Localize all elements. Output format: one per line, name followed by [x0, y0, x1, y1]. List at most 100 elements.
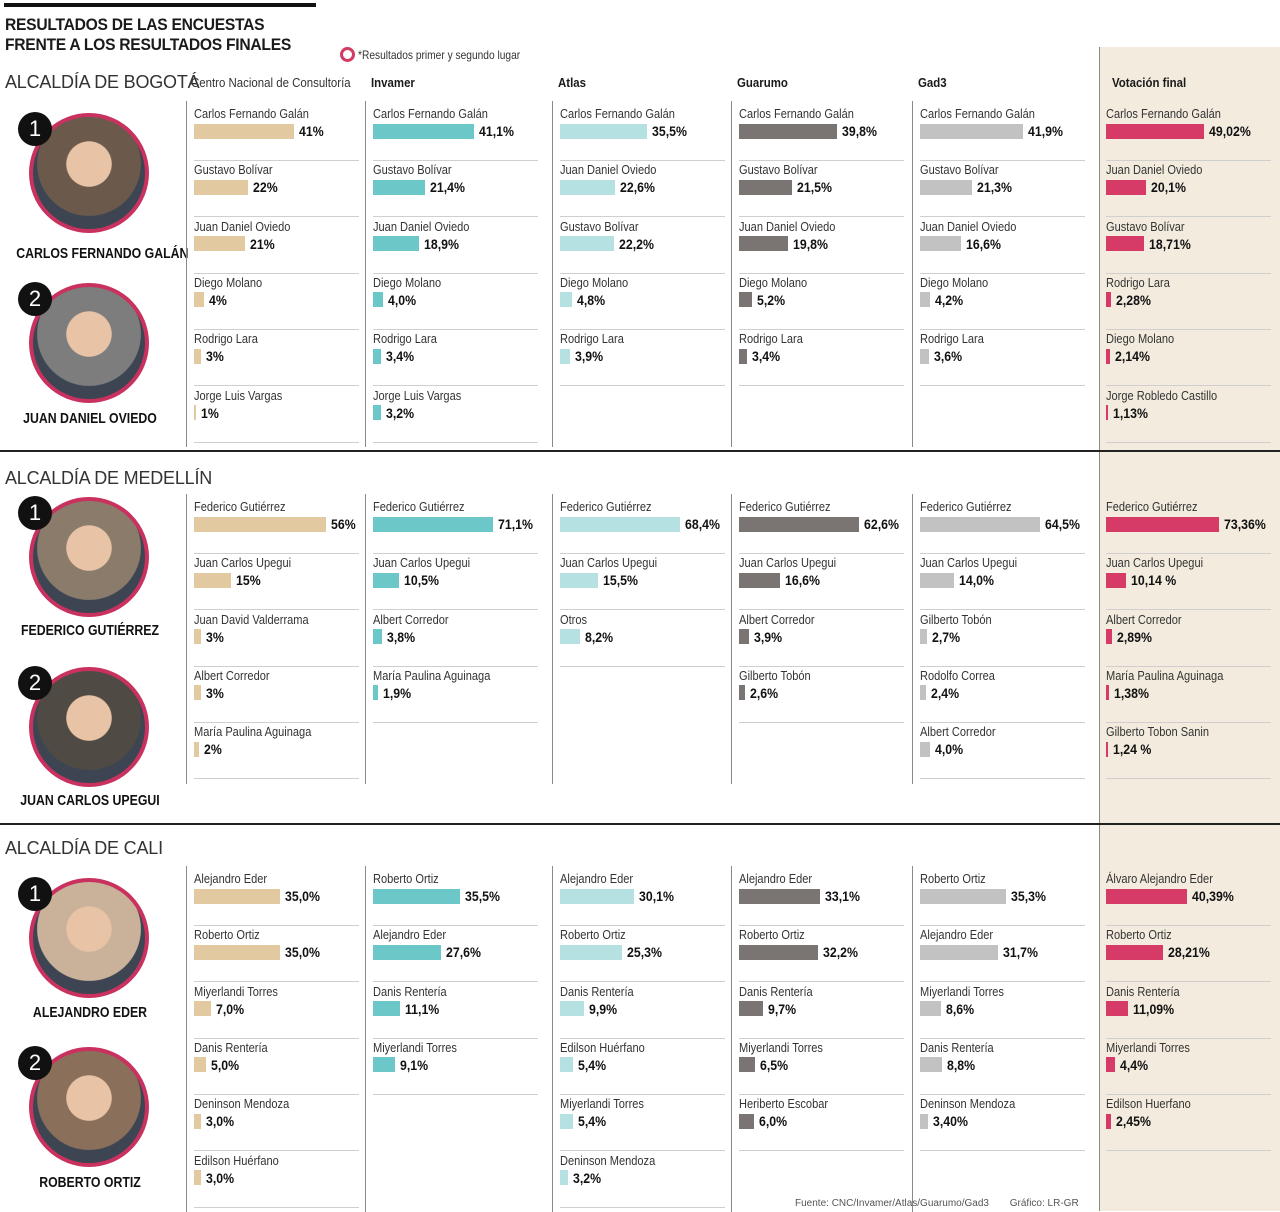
- poll-entry: Roberto Ortiz 35,5%: [373, 870, 538, 926]
- pollster-column: Alejandro Eder 30,1% Roberto Ortiz 25,3% Dan…: [552, 866, 725, 1212]
- value-bar: [1106, 348, 1111, 364]
- poll-entry: Danis Rentería 9,7%: [739, 983, 904, 1039]
- candidate-label: Federico Gutiérrez: [560, 499, 652, 514]
- pollster-column: Federico Gutiérrez 73,36% Juan Carlos Upeg…: [1106, 494, 1280, 784]
- footer: Fuente: CNC/Invamer/Atlas/Guarumo/Gad3 G…: [795, 1198, 1097, 1209]
- bar-row: 28,21%: [1106, 943, 1271, 961]
- page-title: RESULTADOS DE LAS ENCUESTAS FRENTE A LOS…: [5, 15, 291, 55]
- value-label: 3,6%: [933, 348, 962, 365]
- legend: *Resultados primer y segundo lugar: [340, 47, 549, 62]
- value-bar: [739, 1057, 755, 1073]
- value-label: 19,8%: [792, 235, 828, 252]
- poll-entry: Alejandro Eder 30,1%: [560, 870, 725, 926]
- value-label: 21,5%: [796, 179, 832, 196]
- candidate-label: Roberto Ortiz: [373, 871, 439, 886]
- value-bar: [739, 944, 818, 960]
- value-bar: [739, 516, 860, 532]
- value-label: 3,9%: [574, 348, 603, 365]
- value-bar: [920, 348, 929, 364]
- bar-row: 3,9%: [739, 628, 904, 646]
- poll-entry: María Paulina Aguinaga 2%: [194, 723, 359, 780]
- candidate-label: Gustavo Bolívar: [373, 162, 452, 178]
- poll-entry: Rodrigo Lara 3,4%: [373, 330, 538, 387]
- value-label: 35,3%: [1011, 888, 1047, 904]
- poll-entry: Diego Molano 4,0%: [373, 274, 538, 330]
- section-title: ALCALDÍA DE BOGOTÁ: [5, 72, 200, 92]
- value-label: 16,6%: [965, 235, 1001, 252]
- poll-entry: Juan Daniel Oviedo 18,9%: [373, 218, 538, 274]
- poll-entry: Juan Daniel Oviedo 21%: [194, 218, 359, 274]
- candidate-label: Roberto Ortiz: [920, 871, 986, 886]
- poll-entry: Rodrigo Lara 3,6%: [920, 330, 1085, 387]
- candidate-label: Juan Daniel Oviedo: [739, 218, 836, 234]
- bar-row: 64,5%: [920, 515, 1085, 533]
- candidate-label: Alejandro Eder: [373, 927, 447, 943]
- value-bar: [560, 1001, 585, 1017]
- candidate-label: Danis Rentería: [1106, 983, 1180, 999]
- poll-entry: Juan Daniel Oviedo 16,6%: [920, 218, 1085, 274]
- value-label: 35,0%: [284, 888, 320, 904]
- bar-row: 2,4%: [920, 684, 1085, 702]
- rank-badge: 2: [18, 1046, 52, 1080]
- bar-row: 68,4%: [560, 515, 725, 533]
- candidate-label: Edilson Huérfano: [560, 1039, 645, 1055]
- poll-entry: Federico Gutiérrez 56%: [194, 498, 359, 554]
- bar-row: 3,8%: [373, 628, 538, 646]
- candidate-label: Roberto Ortiz: [194, 927, 260, 943]
- value-label: 18,71%: [1148, 235, 1191, 252]
- bar-row: 73,36%: [1106, 515, 1271, 533]
- value-bar: [1106, 292, 1111, 308]
- bar-row: 40,39%: [1106, 887, 1271, 905]
- candidate-label: Danis Rentería: [739, 983, 813, 999]
- candidate-label: Federico Gutiérrez: [373, 499, 465, 514]
- poll-entry: María Paulina Aguinaga 1,9%: [373, 667, 538, 723]
- value-label: 41,1%: [478, 123, 514, 139]
- bar-row: 2,89%: [1106, 628, 1271, 646]
- section-title: ALCALDÍA DE MEDELLÍN: [5, 468, 213, 488]
- poll-entry: Juan David Valderrama 3%: [194, 611, 359, 667]
- value-label: 1,24 %: [1113, 741, 1152, 758]
- candidate-label: Albert Corredor: [920, 724, 996, 740]
- value-label: 18,9%: [424, 235, 460, 252]
- value-bar: [560, 348, 570, 364]
- pollster-column: Álvaro Alejandro Eder 40,39% Roberto Ortiz…: [1106, 866, 1280, 1212]
- poll-entry: Miyerlandi Torres 4,4%: [1106, 1039, 1271, 1095]
- value-label: 9,9%: [589, 1000, 618, 1017]
- poll-entry: Albert Corredor 4,0%: [920, 723, 1085, 780]
- pollster-column: Carlos Fernando Galán 41% Gustavo Bolívar 2…: [186, 101, 359, 447]
- value-bar: [560, 236, 615, 252]
- bar-row: 15%: [194, 571, 359, 589]
- value-label: 5,4%: [578, 1056, 607, 1073]
- bar-row: 27,6%: [373, 943, 538, 961]
- poll-entry: Rodolfo Correa 2,4%: [920, 667, 1085, 723]
- poll-entry: Gilberto Tobón 2,6%: [739, 667, 904, 723]
- value-bar: [1106, 741, 1109, 757]
- candidate-label: Edilson Huérfano: [194, 1152, 279, 1168]
- candidate-label: Federico Gutiérrez: [1106, 499, 1198, 514]
- bar-row: 30,1%: [560, 887, 725, 905]
- value-bar: [920, 516, 1041, 532]
- pollster-column: Federico Gutiérrez 62,6% Juan Carlos Upegu…: [731, 494, 904, 784]
- value-label: 5,4%: [578, 1113, 607, 1130]
- poll-entry: Federico Gutiérrez 68,4%: [560, 498, 725, 554]
- candidate-label: María Paulina Aguinaga: [373, 667, 491, 683]
- poll-entry: Juan Carlos Upegui 16,6%: [739, 554, 904, 611]
- value-bar: [920, 741, 930, 757]
- value-label: 40,39%: [1192, 888, 1234, 904]
- bar-row: 1%: [194, 404, 359, 422]
- pollster-column: Carlos Fernando Galán 39,8% Gustavo Bolíva…: [731, 101, 904, 447]
- poll-entry: Carlos Fernando Galán 35,5%: [560, 105, 725, 161]
- poll-entry: Roberto Ortiz 25,3%: [560, 926, 725, 983]
- bar-row: 9,1%: [373, 1056, 538, 1074]
- value-label: 21,3%: [977, 179, 1013, 196]
- candidate-label: María Paulina Aguinaga: [194, 724, 312, 740]
- value-bar: [194, 888, 280, 904]
- candidate-label: Miyerlandi Torres: [1106, 1039, 1190, 1055]
- value-label: 41%: [299, 123, 325, 139]
- candidate-label: Juan Daniel Oviedo: [373, 218, 470, 234]
- value-label: 3%: [206, 628, 225, 645]
- poll-entry: Rodrigo Lara 3,9%: [560, 330, 725, 387]
- bar-row: 3,2%: [560, 1169, 725, 1187]
- candidate-label: Heriberto Escobar: [739, 1096, 829, 1112]
- candidate-name: ALEJANDRO EDER: [32, 1004, 148, 1021]
